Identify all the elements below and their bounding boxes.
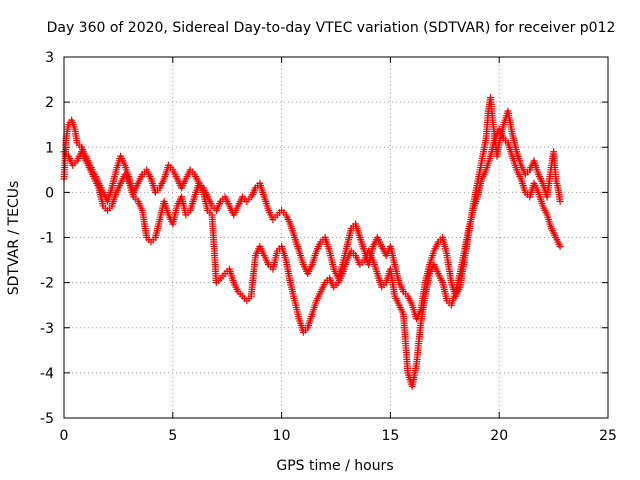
- x-tick-label: 25: [599, 428, 617, 444]
- y-tick-label: 0: [45, 185, 54, 201]
- y-tick-label: 1: [45, 140, 54, 156]
- x-tick-label: 15: [381, 428, 399, 444]
- y-tick-label: 2: [45, 95, 54, 111]
- x-tick-label: 5: [168, 428, 177, 444]
- x-tick-label: 20: [490, 428, 508, 444]
- x-tick-label: 10: [273, 428, 291, 444]
- y-tick-label: -2: [40, 276, 54, 292]
- plot-frame: [63, 56, 609, 419]
- y-tick-label: -1: [40, 231, 54, 247]
- x-tick-label: 0: [60, 428, 69, 444]
- chart-title: Day 360 of 2020, Sidereal Day-to-day VTE…: [47, 20, 616, 36]
- y-tick-label: 3: [45, 50, 54, 66]
- y-axis-label: SDTVAR / TECUs: [6, 181, 22, 296]
- data-point: [556, 243, 564, 251]
- data-point: [556, 197, 564, 205]
- data-points: [60, 94, 564, 390]
- y-tick-label: -4: [40, 366, 54, 382]
- x-axis-label: GPS time / hours: [276, 458, 393, 474]
- y-tick-label: -5: [40, 411, 54, 427]
- y-tick-label: -3: [40, 321, 54, 337]
